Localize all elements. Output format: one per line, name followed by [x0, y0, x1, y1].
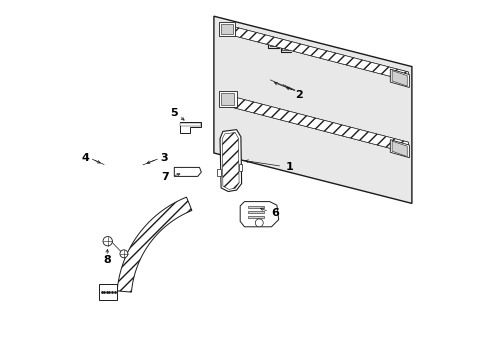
- Polygon shape: [247, 216, 264, 218]
- Text: 4: 4: [81, 153, 89, 163]
- Polygon shape: [247, 211, 264, 213]
- Circle shape: [103, 237, 112, 246]
- Polygon shape: [221, 23, 407, 81]
- Polygon shape: [179, 122, 201, 133]
- Text: 6: 6: [271, 208, 279, 218]
- Polygon shape: [239, 164, 242, 171]
- Text: 8: 8: [103, 255, 111, 265]
- Polygon shape: [99, 284, 117, 300]
- Polygon shape: [219, 91, 236, 107]
- Polygon shape: [217, 169, 220, 176]
- Circle shape: [255, 219, 263, 227]
- Polygon shape: [391, 141, 407, 157]
- Polygon shape: [221, 23, 407, 81]
- Polygon shape: [389, 140, 408, 158]
- Text: 3: 3: [161, 153, 168, 163]
- Polygon shape: [222, 132, 239, 189]
- Circle shape: [120, 250, 127, 258]
- Polygon shape: [220, 130, 241, 192]
- Polygon shape: [221, 93, 234, 105]
- Text: 1: 1: [285, 162, 293, 172]
- Polygon shape: [221, 94, 407, 153]
- Polygon shape: [389, 69, 408, 87]
- Polygon shape: [240, 202, 278, 227]
- Polygon shape: [117, 197, 191, 292]
- Polygon shape: [213, 16, 411, 203]
- Polygon shape: [221, 24, 233, 34]
- Polygon shape: [174, 167, 201, 176]
- Polygon shape: [219, 22, 235, 36]
- Text: 7: 7: [161, 172, 169, 182]
- Text: 5: 5: [170, 108, 178, 118]
- Polygon shape: [391, 71, 407, 86]
- Polygon shape: [247, 206, 264, 208]
- Polygon shape: [180, 123, 200, 126]
- Polygon shape: [221, 94, 407, 153]
- Text: 2: 2: [294, 90, 302, 100]
